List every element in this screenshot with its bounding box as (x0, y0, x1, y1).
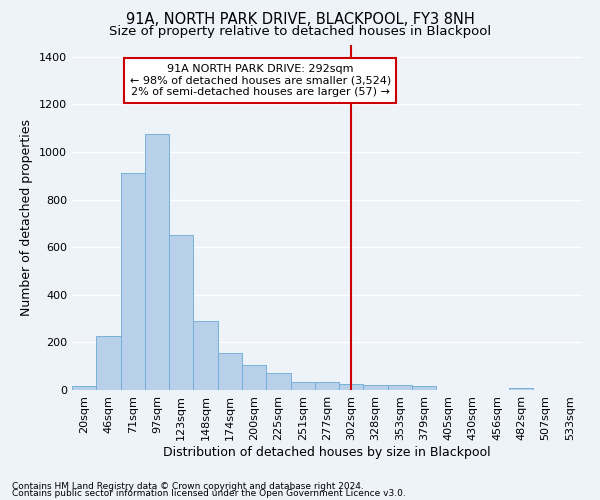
Bar (290, 382, 315, 390)
Bar (364, 385, 388, 390)
Bar (315, 382, 339, 390)
Text: Contains public sector information licensed under the Open Government Licence v3: Contains public sector information licen… (12, 489, 406, 498)
Text: Contains HM Land Registry data © Crown copyright and database right 2024.: Contains HM Land Registry data © Crown c… (12, 482, 364, 491)
Bar (388, 385, 412, 390)
Bar (72, 386, 96, 390)
Bar (96, 336, 121, 390)
Text: 91A NORTH PARK DRIVE: 292sqm
← 98% of detached houses are smaller (3,524)
2% of : 91A NORTH PARK DRIVE: 292sqm ← 98% of de… (130, 64, 391, 97)
X-axis label: Distribution of detached houses by size in Blackpool: Distribution of detached houses by size … (163, 446, 491, 458)
Y-axis label: Number of detached properties: Number of detached properties (20, 119, 34, 316)
Bar (266, 374, 290, 390)
Text: Size of property relative to detached houses in Blackpool: Size of property relative to detached ho… (109, 25, 491, 38)
Bar (218, 353, 242, 390)
Bar (339, 384, 364, 390)
Bar (509, 388, 533, 390)
Bar (412, 386, 436, 390)
Bar (145, 134, 169, 390)
Bar (169, 236, 193, 390)
Bar (121, 174, 145, 390)
Bar (242, 365, 266, 390)
Bar (193, 321, 218, 390)
Text: 91A, NORTH PARK DRIVE, BLACKPOOL, FY3 8NH: 91A, NORTH PARK DRIVE, BLACKPOOL, FY3 8N… (125, 12, 475, 28)
